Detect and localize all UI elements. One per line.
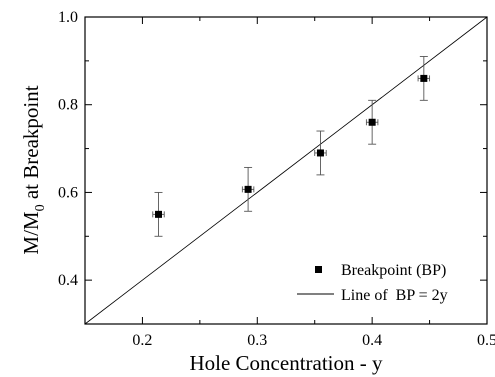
data-point xyxy=(244,185,252,193)
axis-ticks xyxy=(84,16,488,325)
data-point xyxy=(155,210,163,218)
x-tick-label: 0.2 xyxy=(132,332,152,349)
breakpoint-series xyxy=(152,56,431,237)
axis-tick-labels: 0.2 0.3 0.4 0.5 0.4 0.6 0.8 1.0 xyxy=(58,9,495,349)
legend-marker-breakpoint xyxy=(315,266,322,273)
y-axis-title-main: M/M xyxy=(19,211,43,255)
legend: Breakpoint (BP) Line of BP = 2y xyxy=(297,262,448,304)
y-axis-title-subscript: 0 xyxy=(33,204,48,211)
plot-frame xyxy=(84,16,488,325)
reference-line-series xyxy=(84,16,488,325)
y-axis-title-rest: at Breakpoint xyxy=(19,85,43,204)
y-tick-label: 1.0 xyxy=(58,9,78,26)
legend-label-breakpoint: Breakpoint (BP) xyxy=(341,262,446,279)
y-tick-label: 0.6 xyxy=(58,184,78,201)
y-axis-title: M/M0 at Breakpoint xyxy=(19,85,48,254)
x-tick-label: 0.5 xyxy=(477,332,495,349)
y-tick-label: 0.8 xyxy=(58,97,78,114)
x-tick-label: 0.3 xyxy=(247,332,267,349)
data-point xyxy=(420,74,428,82)
x-axis-title: Hole Concentration - y xyxy=(189,351,383,375)
reference-line xyxy=(84,16,488,325)
legend-label-line: Line of BP = 2y xyxy=(341,287,448,304)
y-tick-label: 0.4 xyxy=(58,272,78,289)
data-point xyxy=(368,118,376,126)
x-tick-label: 0.4 xyxy=(362,332,382,349)
data-point xyxy=(316,149,324,157)
